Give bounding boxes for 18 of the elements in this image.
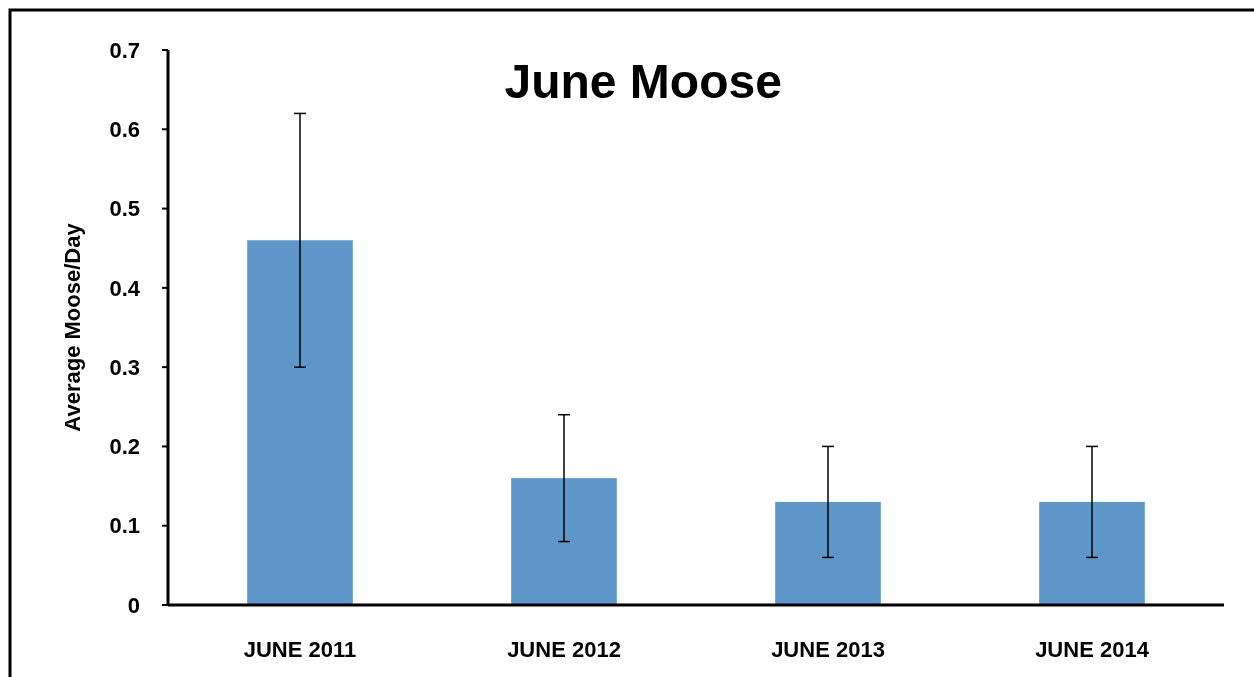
x-tick-label: JUNE 2012 <box>507 637 621 662</box>
bar <box>775 501 881 605</box>
x-tick-label: JUNE 2013 <box>771 637 885 662</box>
y-axis-title: Average Moose/Day <box>60 222 85 432</box>
y-tick-label: 0 <box>127 592 140 618</box>
y-tick-label: 0.4 <box>109 275 141 301</box>
y-tick-label: 0.2 <box>109 434 140 460</box>
y-tick-label: 0.7 <box>109 37 140 63</box>
x-tick-label: JUNE 2011 <box>243 637 357 662</box>
y-tick-label: 0.3 <box>109 354 140 380</box>
y-tick-label: 0.5 <box>109 196 140 222</box>
x-tick-label: JUNE 2014 <box>1035 637 1150 662</box>
bar <box>1039 501 1145 605</box>
bar <box>511 478 617 605</box>
y-tick-label: 0.1 <box>109 513 140 539</box>
bar <box>247 240 353 605</box>
y-tick-label: 0.6 <box>109 116 140 142</box>
chart-title: June Moose <box>504 55 782 108</box>
